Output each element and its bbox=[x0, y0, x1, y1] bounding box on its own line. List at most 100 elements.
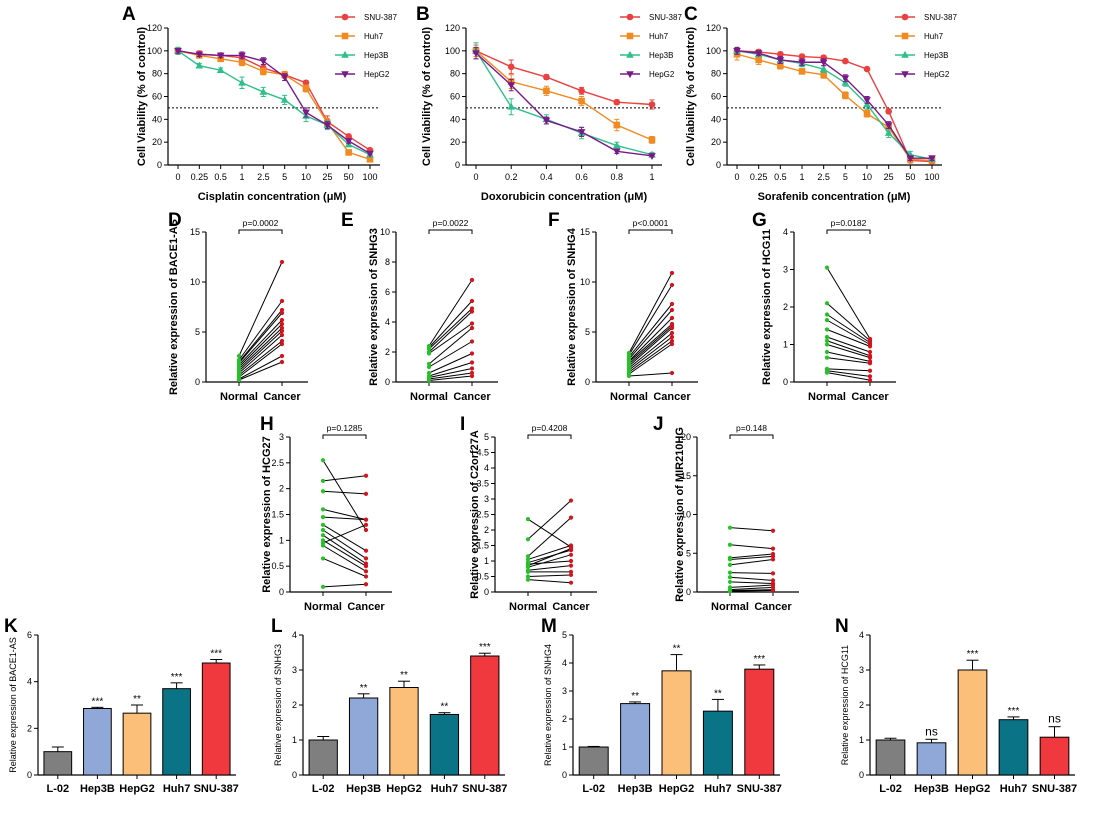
x-tick-label: Cancer bbox=[263, 391, 301, 403]
y-tick-label: 3 bbox=[484, 494, 489, 504]
y-tick-label: 40 bbox=[711, 114, 721, 124]
x-tick-label: 0 bbox=[473, 172, 478, 182]
cancer-point bbox=[770, 571, 776, 576]
normal-point bbox=[426, 346, 432, 352]
significance-label: ** bbox=[400, 670, 408, 681]
cancer-point bbox=[279, 317, 285, 323]
normal-point bbox=[727, 525, 733, 530]
data-point-Hep3B bbox=[195, 61, 204, 69]
y-tick-label: 2 bbox=[27, 723, 32, 733]
legend-label: HepG2 bbox=[649, 70, 675, 79]
normal-point bbox=[426, 351, 432, 356]
normal-point bbox=[320, 489, 326, 494]
pair-line bbox=[428, 372, 473, 380]
pair-line bbox=[826, 340, 871, 357]
pair-line bbox=[826, 302, 871, 342]
significance-label: *** bbox=[1008, 706, 1020, 717]
cancer-point bbox=[279, 332, 285, 338]
pair-line bbox=[428, 375, 473, 381]
data-point-SNU-387 bbox=[842, 57, 849, 65]
cancer-point bbox=[279, 298, 285, 304]
y-tick-label: 4.5 bbox=[476, 448, 489, 458]
legend-label: Huh7 bbox=[924, 32, 944, 41]
y-tick-label: 120 bbox=[445, 23, 460, 33]
series-line-HepG2 bbox=[177, 50, 371, 155]
pair-line bbox=[238, 309, 283, 363]
data-point-HepG2 bbox=[507, 82, 515, 90]
data-point-HepG2 bbox=[754, 50, 763, 58]
bar-chart-N: N 0 1 2 3 4 Relative expression of HCG11 L-02 He… bbox=[835, 616, 1077, 795]
significance-label: ** bbox=[714, 688, 722, 699]
y-tick-label: 10 bbox=[681, 510, 691, 520]
pair-line bbox=[628, 327, 673, 367]
pair-line bbox=[238, 340, 283, 376]
pair-line bbox=[729, 584, 774, 588]
cancer-point bbox=[469, 360, 475, 365]
y-tick-label: 0 bbox=[292, 770, 297, 780]
panel-letter: M bbox=[541, 616, 557, 637]
y-tick-label: 1 bbox=[484, 556, 489, 566]
normal-point bbox=[727, 570, 733, 575]
data-point-SNU-387 bbox=[543, 73, 550, 81]
panel-letter: E bbox=[341, 210, 354, 231]
y-tick-label: 0 bbox=[484, 587, 489, 597]
x-tick-label: 100 bbox=[924, 172, 939, 182]
x-tick-label: 25 bbox=[884, 172, 894, 182]
pair-line bbox=[527, 560, 572, 565]
pair-line bbox=[729, 576, 774, 581]
series-line-HepG2 bbox=[736, 50, 932, 159]
x-tick-label: Hep3B bbox=[80, 783, 115, 795]
normal-point bbox=[525, 577, 531, 582]
p-value-label: p=0.148 bbox=[736, 423, 767, 433]
data-point-SNU-387 bbox=[863, 65, 871, 73]
pair-line bbox=[428, 368, 473, 378]
cancer-point bbox=[568, 569, 574, 574]
cancer-point bbox=[770, 528, 776, 533]
series-line-SNU-387 bbox=[475, 50, 653, 106]
y-tick-label: 2.5 bbox=[476, 510, 489, 520]
x-tick-label: 1 bbox=[649, 172, 654, 182]
normal-point bbox=[320, 543, 326, 548]
cancer-point bbox=[469, 298, 475, 304]
data-point-Hep3B bbox=[259, 87, 268, 95]
normal-point bbox=[824, 327, 830, 332]
cancer-point bbox=[469, 309, 475, 314]
cancer-point bbox=[279, 321, 285, 327]
x-tick-label: Cancer bbox=[653, 391, 691, 403]
normal-point bbox=[727, 557, 733, 562]
pair-line bbox=[826, 329, 871, 347]
legend-label: Hep3B bbox=[364, 51, 388, 60]
y-tick-label: 100 bbox=[147, 46, 162, 56]
x-tick-label: Hep3B bbox=[914, 783, 949, 795]
bar-L-02 bbox=[43, 751, 73, 776]
x-axis-title: Cisplatin concentration (μM) bbox=[198, 191, 347, 203]
legend-label: SNU-387 bbox=[649, 13, 682, 22]
x-tick-label: Huh7 bbox=[163, 783, 191, 795]
pair-line bbox=[826, 368, 871, 372]
bar-HepG2 bbox=[957, 669, 988, 776]
cancer-point bbox=[669, 282, 675, 288]
data-point-Hep3B bbox=[216, 66, 225, 74]
panel-letter: J bbox=[653, 414, 664, 435]
bar-Hep3B bbox=[348, 697, 379, 776]
normal-point bbox=[727, 589, 733, 594]
significance-label: *** bbox=[92, 696, 104, 707]
panel-letter: C bbox=[684, 4, 698, 25]
legend-marker bbox=[341, 50, 349, 58]
bar-Hep3B bbox=[620, 703, 651, 776]
cancer-point bbox=[279, 353, 285, 359]
bar-chart-K: K 0 2 4 6 Relative expression of BACE1-AS L-02… bbox=[4, 616, 239, 795]
y-tick-label: 0 bbox=[455, 160, 460, 170]
x-tick-label: 25 bbox=[322, 172, 332, 182]
pair-line bbox=[826, 267, 871, 340]
y-tick-label: 3 bbox=[562, 686, 567, 696]
data-point-Hep3B bbox=[819, 65, 828, 72]
pair-line bbox=[729, 558, 774, 566]
data-point-Huh7 bbox=[842, 92, 849, 99]
normal-point bbox=[426, 364, 432, 370]
normal-point bbox=[320, 514, 326, 520]
significance-label: ns bbox=[925, 724, 938, 738]
data-point-Huh7 bbox=[820, 71, 827, 79]
